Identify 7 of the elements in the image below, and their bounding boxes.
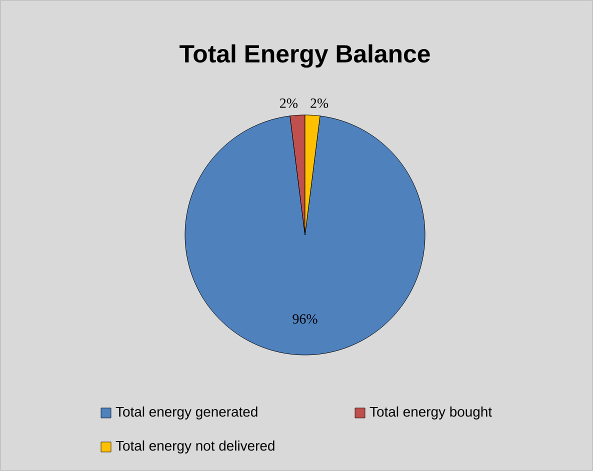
legend-label: Total energy bought: [370, 406, 492, 420]
legend-label: Total energy generated: [116, 406, 258, 420]
legend-label: Total energy not delivered: [116, 440, 274, 454]
data-label: 2%: [280, 98, 298, 108]
data-label: 2%: [310, 98, 328, 108]
chart-title: Total Energy Balance: [180, 44, 430, 68]
data-label: 96%: [292, 314, 318, 324]
